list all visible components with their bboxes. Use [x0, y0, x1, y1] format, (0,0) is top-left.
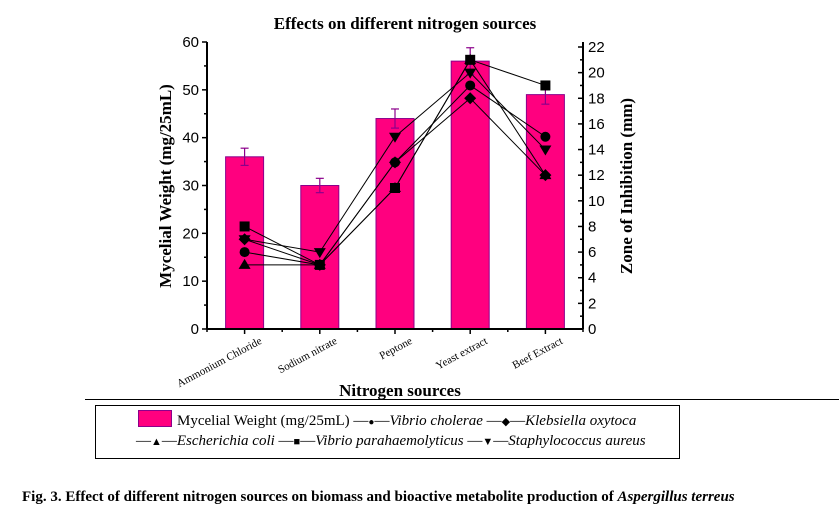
x-axis-title: Nitrogen sources [339, 381, 461, 400]
marker-square-3-0 [239, 221, 250, 232]
y-tick-label: 30 [182, 178, 199, 195]
marker-triangle-up-2-0 [238, 258, 251, 269]
marker-diamond-1-3 [464, 92, 477, 105]
legend-line-staphylococcus-aureus: —▼— [467, 433, 509, 449]
figure-caption: Fig. 3. Effect of different nitrogen sou… [22, 489, 735, 506]
marker-square-3-4 [540, 80, 551, 91]
legend-label-vibrio-cholerae: Vibrio cholerae [389, 413, 483, 429]
y-tick-label: 40 [182, 130, 199, 147]
bar-2 [375, 118, 415, 330]
x-tick-label: Beef Extract [510, 335, 564, 372]
error-bar-2 [391, 108, 399, 129]
chart-title: Effects on different nitrogen sources [274, 14, 537, 33]
triangle-up-marker-icon: ▲ [151, 436, 162, 448]
y-tick-label: 0 [191, 321, 199, 338]
square-marker-icon: ■ [293, 436, 301, 448]
diamond-marker-icon: ◆ [501, 416, 511, 428]
legend-label-mycelial-weight: Mycelial Weight (mg/25mL) [177, 413, 350, 429]
legend-row-1: Mycelial Weight (mg/25mL) —●—Vibrio chol… [138, 410, 636, 430]
legend: Mycelial Weight (mg/25mL) —●—Vibrio chol… [95, 405, 680, 459]
y2-tick-label: 4 [588, 270, 596, 287]
marker-square-3-1 [314, 259, 325, 270]
marker-triangle-down-4-3 [464, 68, 477, 79]
y-tick-label: 60 [182, 34, 199, 51]
marker-square-3-2 [390, 183, 400, 193]
marker-circle-0-0 [239, 247, 250, 258]
legend-swatch-mycelial-weight [138, 410, 172, 427]
y2-tick-label: 12 [588, 167, 605, 184]
y2-tick-label: 16 [588, 116, 605, 133]
y2-tick-label: 10 [588, 193, 605, 210]
legend-row-2: —▲—Escherichia coli —■—Vibrio parahaemol… [136, 433, 646, 450]
caption-text: Fig. 3. Effect of different nitrogen sou… [22, 489, 618, 505]
legend-label-klebsiella-oxytoca: Klebsiella oxytoca [525, 413, 637, 429]
y-axis-title: Mycelial Weight (mg/25mL) [156, 84, 175, 288]
legend-line-klebsiella-oxytoca: —◆— [486, 413, 526, 429]
marker-triangle-down-4-1 [313, 248, 326, 259]
y-tick-label: 50 [182, 82, 199, 99]
y2-axis-title: Zone of Inhibition (mm) [617, 98, 636, 274]
x-tick-label: Yeast extract [434, 335, 490, 372]
y2-tick-label: 14 [588, 142, 605, 159]
chart: Effects on different nitrogen sources 0 1… [156, 14, 636, 400]
legend-label-escherichia-coli: Escherichia coli [176, 433, 275, 449]
x-tick-label: Sodium nitrate [276, 335, 339, 376]
marker-triangle-down-4-2 [389, 132, 401, 143]
legend-line-vibrio-cholerae: —●— [353, 413, 390, 429]
y2-tick-label: 18 [588, 90, 605, 107]
marker-triangle-up-2-4 [539, 169, 552, 180]
bar-4 [525, 94, 565, 330]
marker-circle-0-3 [465, 80, 476, 91]
y-tick-label: 20 [182, 225, 199, 242]
y-tick-label: 10 [182, 273, 199, 290]
error-bar-1 [315, 177, 324, 194]
y2-tick-label: 20 [588, 65, 605, 82]
error-bar-0 [240, 147, 249, 167]
marker-triangle-down-4-4 [539, 145, 552, 156]
x-tick-label: Peptone [377, 335, 414, 362]
legend-label-vibrio-parahaemolyticus: Vibrio parahaemolyticus [315, 433, 464, 449]
legend-label-staphylococcus-aureus: Staphylococcus aureus [508, 433, 646, 449]
y2-tick-label: 0 [588, 321, 596, 338]
triangle-down-marker-icon: ▼ [482, 436, 494, 448]
circle-marker-icon: ● [368, 417, 375, 428]
y2-tick-label: 6 [588, 244, 596, 261]
marker-square-3-3 [465, 54, 476, 65]
caption-species: Aspergillus terreus [617, 489, 735, 505]
marker-triangle-down-4-0 [238, 235, 251, 246]
legend-line-escherichia-coli: —▲— [136, 433, 177, 449]
y2-tick-label: 22 [588, 39, 605, 56]
legend-line-vibrio-parahaemolyticus: —■— [278, 433, 316, 449]
separator-line [85, 399, 839, 400]
y2-tick-label: 8 [588, 218, 596, 235]
marker-circle-0-4 [540, 131, 551, 142]
marker-diamond-1-2 [389, 156, 401, 169]
x-tick-label: Ammonium Chloride [175, 335, 264, 390]
y2-tick-label: 2 [588, 295, 596, 312]
